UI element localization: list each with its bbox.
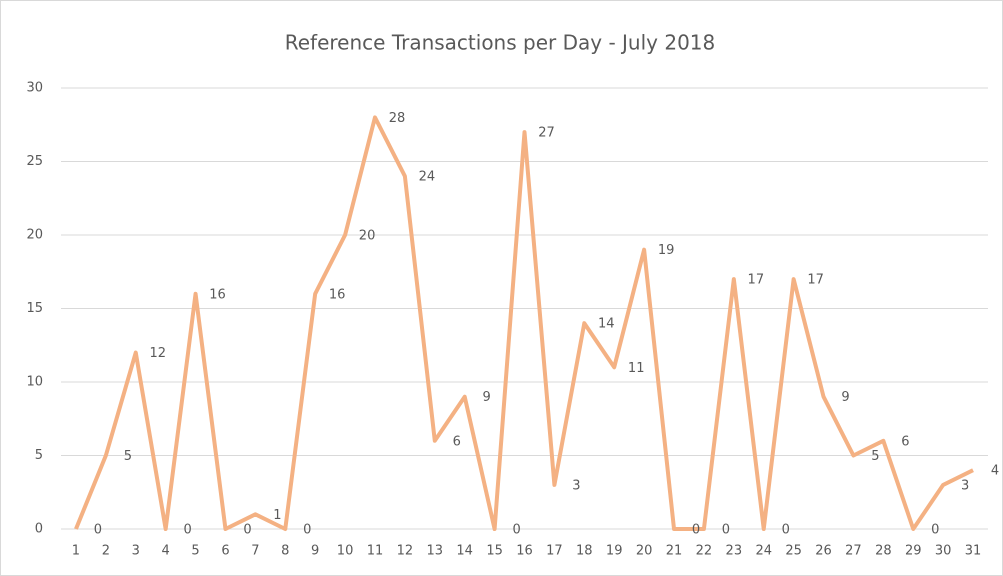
x-tick-label: 21: [666, 544, 683, 559]
x-tick-label: 7: [251, 544, 259, 559]
x-tick-label: 13: [427, 544, 444, 559]
data-label: 16: [329, 287, 346, 302]
data-label: 6: [453, 434, 461, 449]
data-label: 0: [184, 523, 192, 538]
data-label: 14: [598, 317, 615, 332]
x-tick-label: 27: [845, 544, 862, 559]
x-tick-label: 4: [162, 544, 170, 559]
x-tick-label: 19: [606, 544, 623, 559]
x-tick-label: 15: [486, 544, 503, 559]
data-label: 12: [149, 346, 166, 361]
data-label: 0: [94, 523, 102, 538]
x-tick-label: 24: [755, 544, 772, 559]
x-tick-label: 9: [311, 544, 319, 559]
y-tick-label: 30: [26, 81, 43, 96]
data-label: 9: [483, 390, 491, 405]
data-label: 0: [692, 523, 700, 538]
x-tick-label: 18: [576, 544, 593, 559]
data-label: 24: [419, 170, 436, 185]
chart-title: Reference Transactions per Day - July 20…: [285, 31, 716, 55]
y-tick-label: 25: [26, 154, 43, 169]
x-tick-label: 14: [456, 544, 473, 559]
y-tick-label: 10: [26, 375, 43, 390]
data-label: 17: [748, 273, 765, 288]
data-label: 0: [782, 523, 790, 538]
x-tick-label: 8: [281, 544, 289, 559]
data-label: 11: [628, 361, 645, 376]
x-tick-label: 28: [875, 544, 892, 559]
data-label: 3: [961, 478, 969, 493]
data-label: 4: [991, 464, 999, 479]
data-label: 17: [807, 273, 824, 288]
x-tick-label: 17: [546, 544, 563, 559]
y-tick-label: 5: [35, 448, 43, 463]
data-label: 27: [538, 126, 555, 141]
x-tick-label: 11: [367, 544, 384, 559]
x-tick-label: 25: [785, 544, 802, 559]
data-label: 20: [359, 229, 376, 244]
x-tick-label: 5: [191, 544, 199, 559]
data-label: 5: [871, 449, 879, 464]
data-label: 0: [931, 523, 939, 538]
data-label: 0: [243, 523, 251, 538]
data-label: 3: [572, 478, 580, 493]
y-tick-label: 20: [26, 228, 43, 243]
data-label: 0: [303, 523, 311, 538]
x-tick-label: 10: [337, 544, 354, 559]
x-tick-label: 26: [815, 544, 832, 559]
x-tick-label: 29: [905, 544, 922, 559]
y-tick-label: 15: [26, 301, 43, 316]
data-label: 9: [841, 390, 849, 405]
data-line: [74, 115, 974, 531]
x-tick-label: 22: [696, 544, 713, 559]
x-tick-label: 30: [935, 544, 952, 559]
data-label: 5: [124, 449, 132, 464]
x-tick-label: 6: [221, 544, 229, 559]
data-label: 16: [209, 287, 226, 302]
data-label: 0: [722, 523, 730, 538]
x-tick-label: 2: [102, 544, 110, 559]
x-tick-label: 3: [132, 544, 140, 559]
x-tick-label: 31: [965, 544, 982, 559]
data-label: 19: [658, 243, 675, 258]
data-label: 0: [512, 523, 520, 538]
y-tick-label: 0: [35, 522, 43, 537]
x-tick-label: 20: [636, 544, 653, 559]
data-label: 1: [273, 508, 281, 523]
x-tick-label: 1: [72, 544, 80, 559]
data-label: 6: [901, 434, 909, 449]
x-tick-label: 16: [516, 544, 533, 559]
data-label: 28: [389, 111, 406, 126]
x-tick-label: 23: [726, 544, 743, 559]
x-tick-label: 12: [397, 544, 414, 559]
